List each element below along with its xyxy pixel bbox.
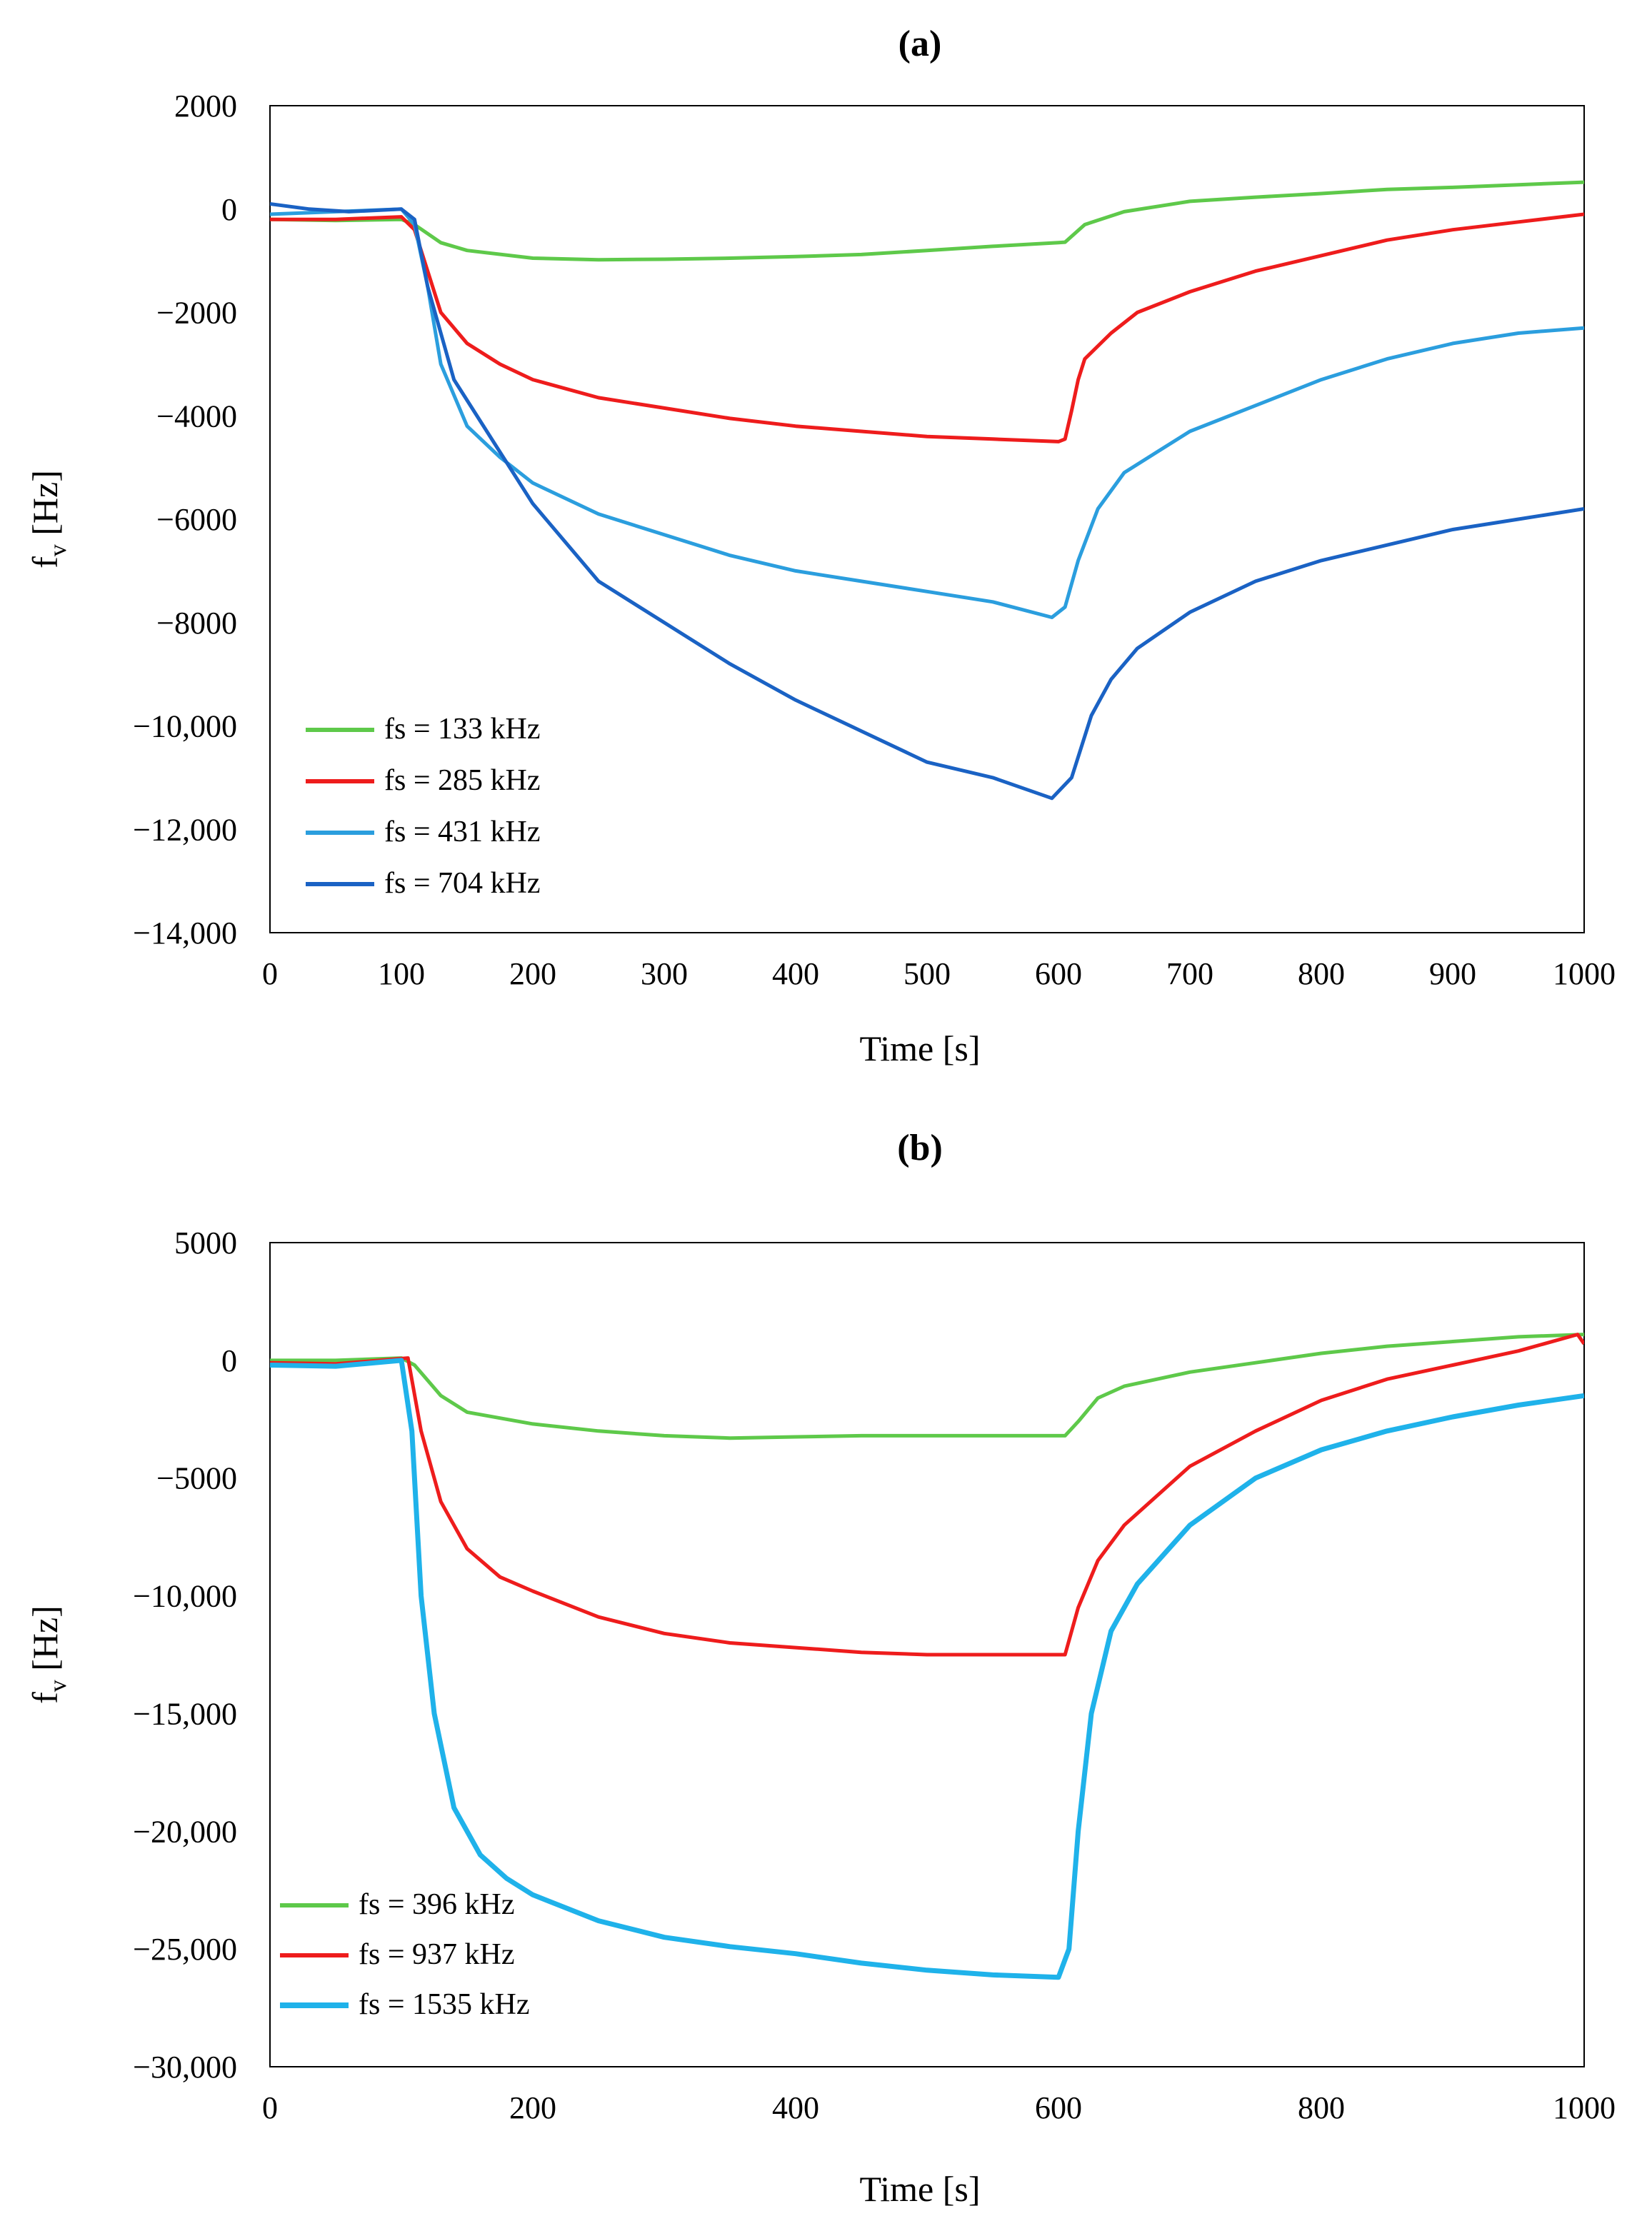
y-tick-label: −15,000 bbox=[133, 1696, 237, 1731]
legend-label: fs = 285 kHz bbox=[384, 764, 541, 797]
y-axis-title-main: f bbox=[25, 1692, 65, 1704]
x-tick-label: 1000 bbox=[1553, 956, 1616, 991]
y-tick-label: −10,000 bbox=[133, 709, 237, 744]
y-tick-label: 0 bbox=[221, 192, 237, 227]
legend: fs = 396 kHz fs = 937 kHz fs = 1535 kHz bbox=[280, 1888, 530, 2021]
y-tick-label: −4000 bbox=[156, 398, 237, 433]
legend-label: fs = 396 kHz bbox=[359, 1888, 515, 1921]
y-axis-title-main: f bbox=[25, 556, 65, 568]
panel-title: (b) bbox=[897, 1128, 943, 1168]
x-axis-title: Time [s] bbox=[859, 2169, 980, 2209]
y-tick-label: 0 bbox=[221, 1343, 237, 1378]
x-tick-label: 300 bbox=[641, 956, 688, 991]
x-tick-label: 800 bbox=[1298, 2090, 1345, 2125]
panel-title: (a) bbox=[898, 24, 942, 64]
y-axis-title-sub: v bbox=[45, 544, 71, 556]
y-tick-label: −2000 bbox=[156, 296, 237, 331]
x-tick-label: 500 bbox=[903, 956, 951, 991]
x-tick-label: 0 bbox=[262, 956, 278, 991]
x-tick-label: 800 bbox=[1298, 956, 1345, 991]
legend-label: fs = 704 kHz bbox=[384, 867, 541, 900]
y-tick-label: −25,000 bbox=[133, 1932, 237, 1967]
chart-panel-b: (b) 5000 0 −5000 −10,000 −15,000 −20,000 −25,00… bbox=[25, 1128, 1616, 2209]
y-axis-title: fv [Hz] bbox=[25, 470, 71, 568]
series-line-fs-1535-khz bbox=[270, 1358, 1584, 1980]
series-line-fs-285-khz bbox=[270, 212, 1584, 443]
x-tick-label: 200 bbox=[509, 2090, 556, 2125]
y-tick-label: −20,000 bbox=[133, 1814, 237, 1849]
x-tick-label: 400 bbox=[772, 2090, 819, 2125]
series-line-fs-431-khz bbox=[270, 207, 1584, 619]
x-tick-label: 600 bbox=[1035, 956, 1082, 991]
y-axis-title-sub: v bbox=[45, 1680, 71, 1692]
y-tick-label: 2000 bbox=[174, 89, 237, 124]
series-line-fs-396-khz bbox=[270, 1333, 1584, 1440]
x-tick-label: 0 bbox=[262, 2090, 278, 2125]
x-tick-label: 600 bbox=[1035, 2090, 1082, 2125]
series-line-fs-937-khz bbox=[270, 1333, 1584, 1657]
plot-frame bbox=[269, 105, 1585, 933]
legend-label: fs = 431 kHz bbox=[384, 816, 541, 848]
x-tick-label: 700 bbox=[1166, 956, 1213, 991]
y-tick-label: 5000 bbox=[174, 1225, 237, 1260]
y-tick-label: −12,000 bbox=[133, 812, 237, 847]
x-tick-label: 900 bbox=[1429, 956, 1476, 991]
y-tick-label: −5000 bbox=[156, 1461, 237, 1496]
series-line-fs-133-khz bbox=[270, 180, 1584, 262]
legend-label: fs = 1535 kHz bbox=[359, 1988, 530, 2021]
x-tick-label: 400 bbox=[772, 956, 819, 991]
legend: fs = 133 kHz fs = 285 kHz fs = 431 kHz fs =… bbox=[306, 713, 541, 900]
y-tick-label: −10,000 bbox=[133, 1579, 237, 1614]
y-axis-title-unit: [Hz] bbox=[25, 1605, 65, 1680]
series-line-fs-704-khz bbox=[270, 202, 1584, 801]
y-tick-label: −30,000 bbox=[133, 2050, 237, 2085]
x-tick-label: 1000 bbox=[1553, 2090, 1616, 2125]
plot-frame bbox=[269, 1242, 1585, 2067]
y-tick-label: −14,000 bbox=[133, 916, 237, 951]
y-axis-title-unit: [Hz] bbox=[25, 470, 65, 544]
y-tick-label: −8000 bbox=[156, 606, 237, 641]
y-axis-title: fv [Hz] bbox=[25, 1605, 71, 1704]
legend-label: fs = 133 kHz bbox=[384, 713, 541, 746]
chart-panel-a: (a)20000−2000−4000−6000−8000−10,000−12,0… bbox=[25, 24, 1616, 1068]
x-tick-label: 100 bbox=[378, 956, 425, 991]
legend-label: fs = 937 kHz bbox=[359, 1938, 515, 1971]
x-tick-label: 200 bbox=[509, 956, 556, 991]
x-axis-title: Time [s] bbox=[859, 1028, 980, 1068]
y-tick-label: −6000 bbox=[156, 502, 237, 537]
